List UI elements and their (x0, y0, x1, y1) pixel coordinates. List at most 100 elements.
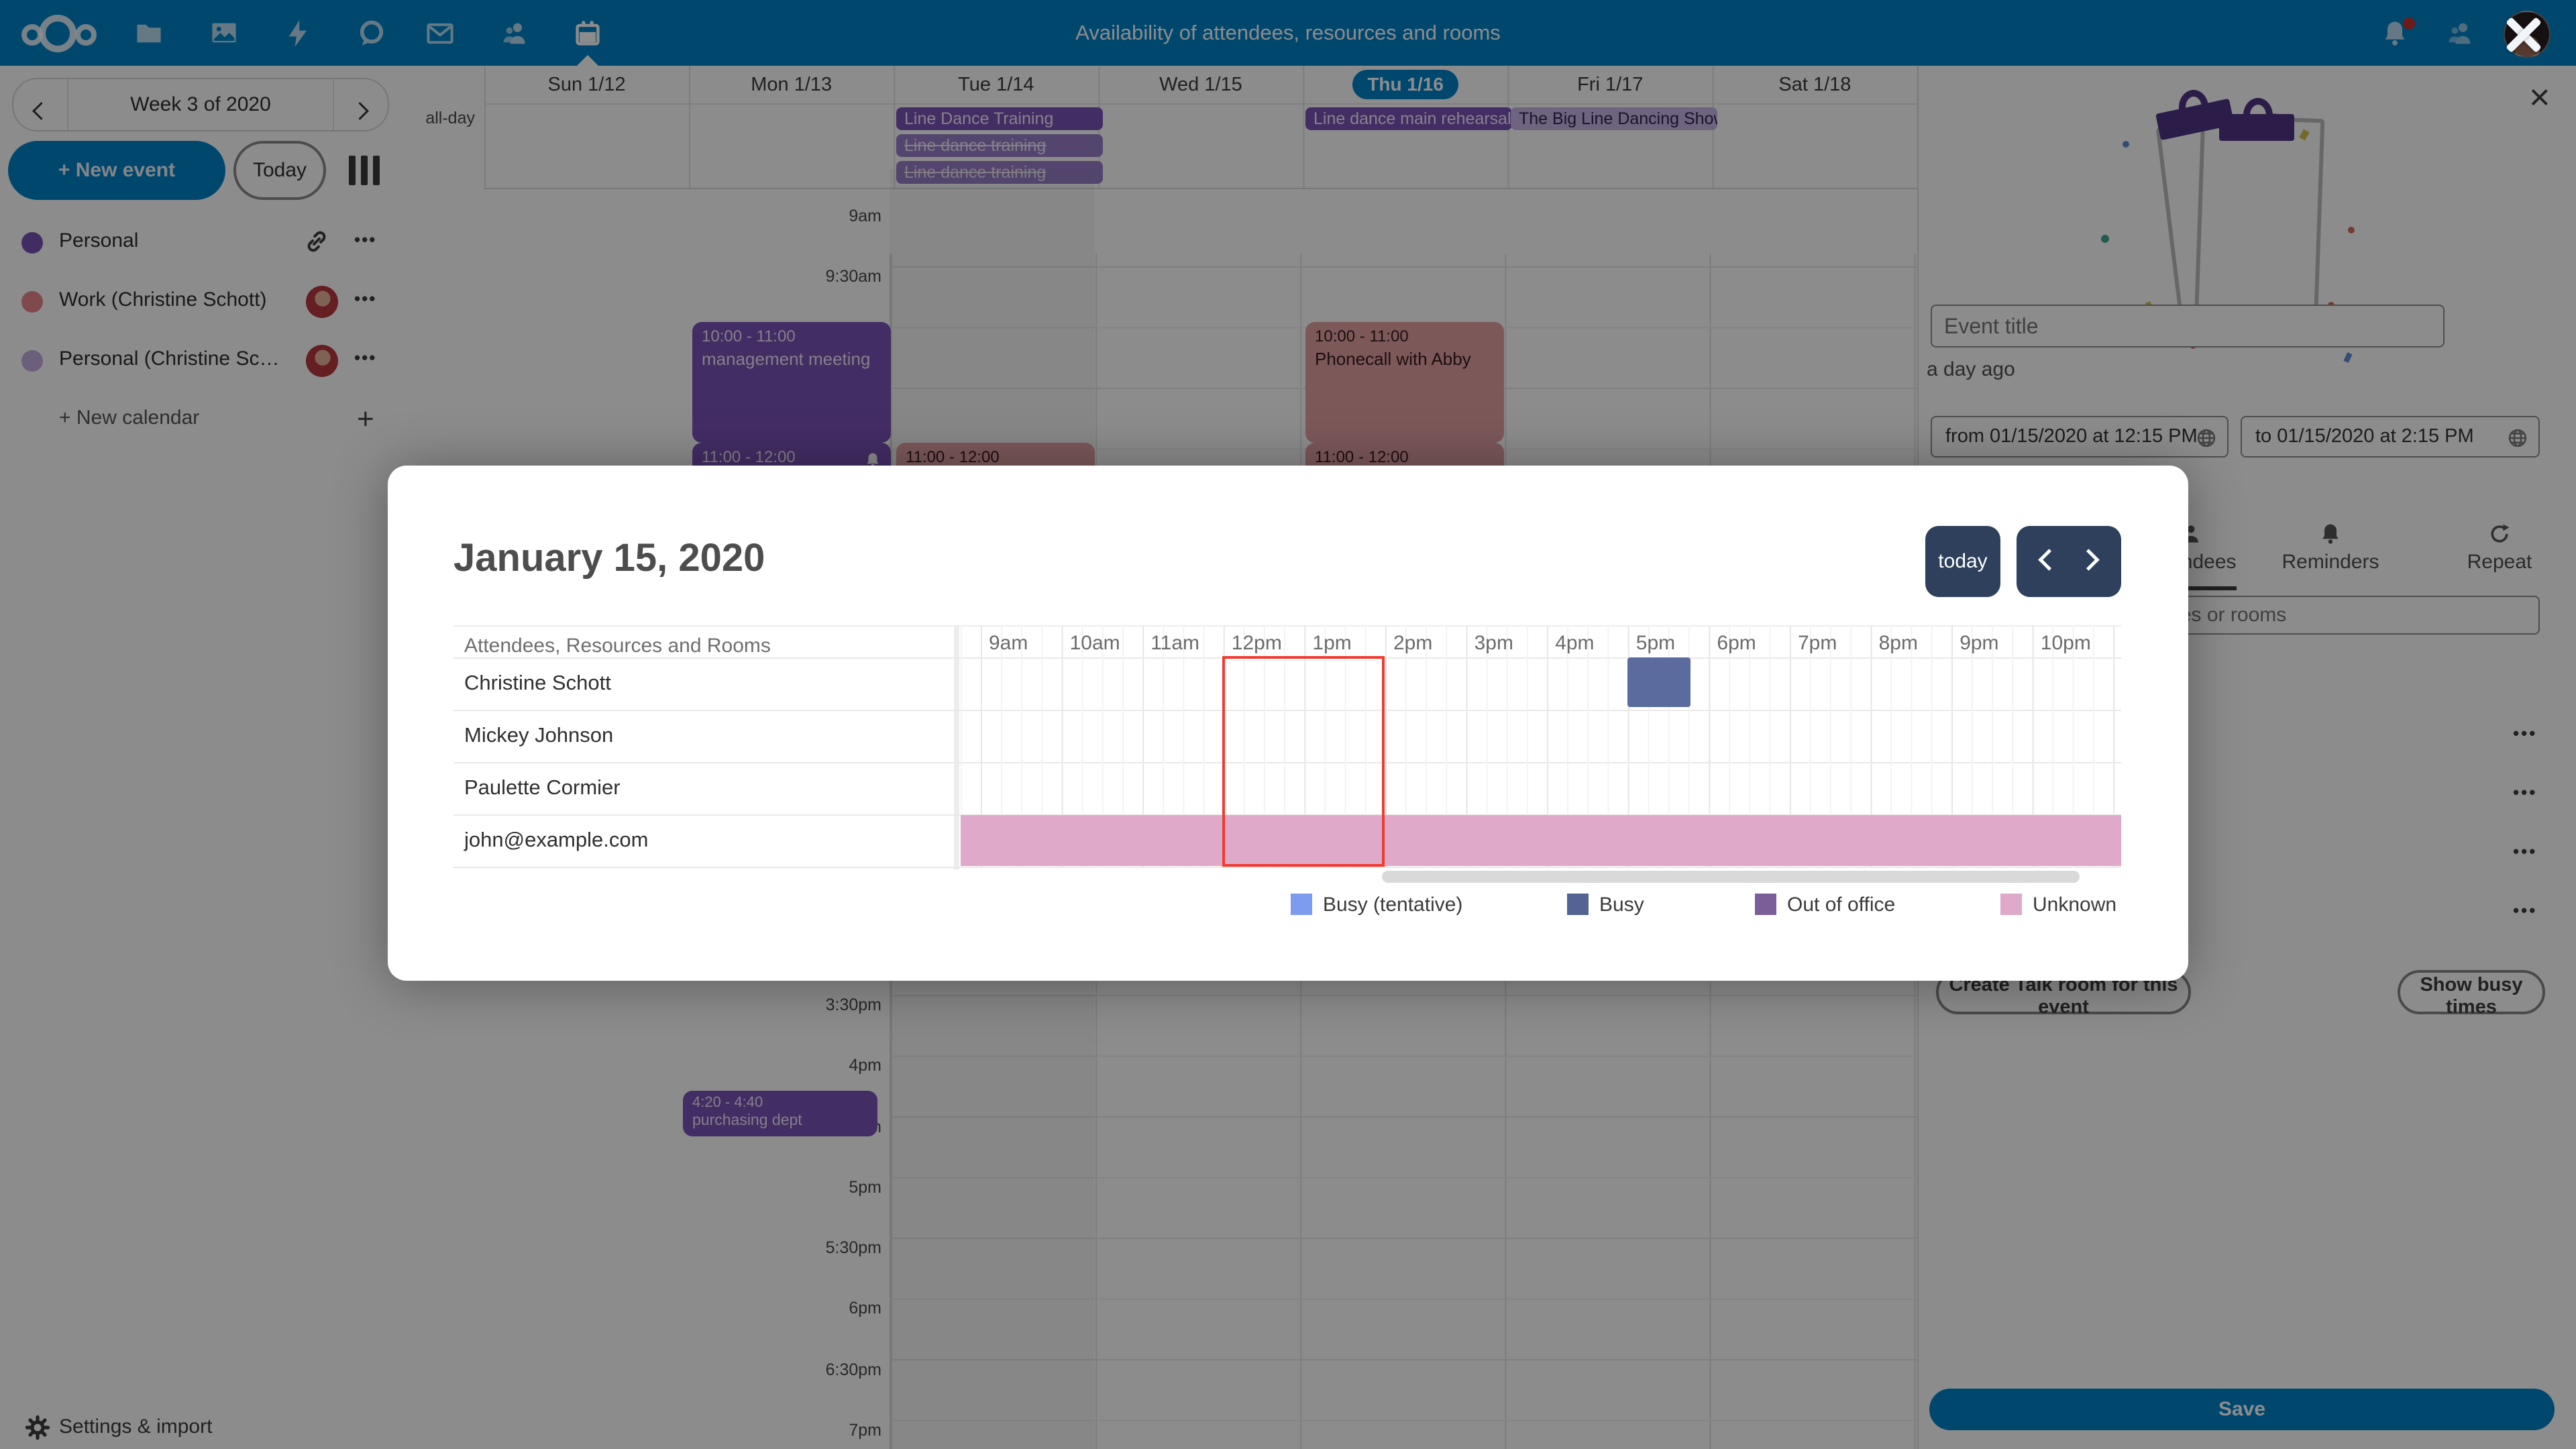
hour-label: 11am (1150, 632, 1200, 654)
day-header[interactable]: Tue 1/14 (958, 74, 1034, 95)
talk-icon[interactable] (357, 19, 386, 48)
selected-timerange-outline (1222, 656, 1385, 867)
legend-swatch (1291, 894, 1312, 915)
hour-label: 9am (989, 632, 1028, 654)
owner-avatar (306, 345, 338, 377)
event-phonecall-with-abby[interactable]: 10:00 - 11:00 Phonecall with Abby (1305, 322, 1504, 443)
legend-swatch (1567, 894, 1589, 915)
mail-icon[interactable] (425, 19, 455, 48)
hour-label: 10pm (2040, 632, 2091, 654)
column-divider (954, 625, 959, 869)
attendees-column-header: Attendees, Resources and Rooms (464, 635, 771, 657)
hour-label: 12pm (1231, 632, 1282, 654)
all-day-event-cancelled[interactable]: Line dance training (896, 161, 1103, 184)
files-icon[interactable] (134, 19, 164, 48)
today-button[interactable]: Today (233, 141, 326, 200)
time-label: 6pm (849, 1299, 881, 1318)
last-modified-text: a day ago (1927, 358, 2015, 380)
modal-today-button[interactable]: today (1925, 526, 2000, 597)
attendee-actions-icon[interactable]: ••• (2513, 900, 2538, 920)
photos-icon[interactable] (209, 19, 239, 48)
calendar-list-item-personal-christine[interactable]: Personal (Christine Schott) ••• (0, 335, 405, 386)
hour-label: 9pm (1960, 632, 1999, 654)
hour-label: 4pm (1555, 632, 1595, 654)
gear-icon (24, 1414, 51, 1446)
availability-modal: January 15, 2020 today Attendees, Resour… (388, 466, 2188, 981)
calendar-color-dot (21, 350, 43, 372)
contacts-menu-icon[interactable] (2445, 19, 2474, 48)
attendee-actions-icon[interactable]: ••• (2513, 782, 2538, 802)
tab-repeat[interactable]: Repeat (2426, 522, 2573, 574)
nextcloud-logo[interactable] (21, 15, 97, 52)
modal-prev-next-buttons[interactable] (2017, 526, 2121, 597)
unknown-availability-block (961, 815, 2121, 866)
new-event-button[interactable]: + New event (8, 141, 225, 200)
owner-avatar (306, 286, 338, 318)
day-header[interactable]: Wed 1/15 (1159, 74, 1242, 95)
hour-label: 8pm (1878, 632, 1918, 654)
calendar-list-item-personal[interactable]: Personal ••• (0, 217, 405, 268)
view-switcher-icon[interactable] (349, 156, 380, 185)
all-day-event[interactable]: The Big Line Dancing Show (1511, 107, 1717, 130)
attendee-row-name: Mickey Johnson (464, 723, 614, 747)
activity-icon[interactable] (283, 19, 313, 48)
horizontal-scrollbar[interactable] (1382, 871, 2080, 883)
attendee-actions-icon[interactable]: ••• (2513, 841, 2538, 861)
week-label[interactable]: Week 3 of 2020 (130, 93, 271, 115)
hour-label: 5pm (1635, 632, 1676, 654)
tab-reminders[interactable]: Reminders (2257, 522, 2404, 574)
plus-icon: + (357, 402, 374, 435)
next-day-icon (2078, 549, 2100, 571)
week-navigation: Week 3 of 2020 (12, 78, 389, 131)
new-calendar-item[interactable]: + New calendar + (59, 402, 374, 435)
time-label: 5pm (849, 1178, 881, 1197)
notification-badge (2403, 17, 2415, 30)
event-purchasing-dept[interactable]: 4:20 - 4:40 purchasing dept (683, 1091, 877, 1136)
close-icon[interactable]: × (2529, 77, 2551, 117)
share-link-icon[interactable] (303, 228, 330, 260)
legend-swatch (1755, 894, 1776, 915)
calendar-icon[interactable] (573, 19, 602, 48)
event-title-input[interactable] (1931, 305, 2445, 347)
contacts-icon[interactable] (499, 19, 529, 48)
all-day-event-cancelled[interactable]: Line dance training (896, 134, 1103, 157)
hour-label: 10am (1069, 632, 1120, 654)
attendee-row-name: Christine Schott (464, 671, 611, 694)
notifications-bell-icon[interactable] (2380, 19, 2410, 48)
busy-block (1627, 657, 1690, 707)
day-header[interactable]: Fri 1/17 (1577, 74, 1644, 95)
active-tab-underline (2145, 586, 2237, 590)
show-busy-times-button[interactable]: Show busy times (2398, 970, 2545, 1018)
calendar-actions-icon[interactable]: ••• (354, 347, 377, 368)
time-label: 4pm (849, 1056, 881, 1075)
attendee-actions-icon[interactable]: ••• (2513, 723, 2538, 743)
all-day-label: all-day (425, 109, 475, 127)
calendar-actions-icon[interactable]: ••• (354, 288, 377, 309)
to-datetime-field[interactable]: to 01/15/2020 at 2:15 PM (2241, 416, 2540, 458)
day-header[interactable]: Mon 1/13 (751, 74, 833, 95)
calendar-list-item-work[interactable]: Work (Christine Schott) ••• (0, 276, 405, 327)
event-management-meeting[interactable]: 10:00 - 11:00 management meeting (692, 322, 891, 443)
settings-and-import[interactable]: Settings & import (0, 1410, 405, 1449)
attendee-row-name: john@example.com (464, 828, 649, 851)
cursor-x-icon (2498, 9, 2549, 60)
calendar-actions-icon[interactable]: ••• (354, 229, 377, 250)
legend-swatch (2000, 894, 2022, 915)
reminders-bell-icon (2257, 522, 2404, 549)
day-header-active[interactable]: Thu 1/16 (1303, 66, 1508, 107)
time-label: 5:30pm (825, 1238, 881, 1257)
active-app-indicator (577, 55, 598, 66)
all-day-event[interactable]: Line Dance Training (896, 107, 1103, 130)
hour-label: 7pm (1798, 632, 1837, 654)
day-header[interactable]: Sat 1/18 (1778, 74, 1851, 95)
all-day-event[interactable]: Line dance main rehearsal (1305, 107, 1512, 130)
all-day-row: Line Dance Training Line dance training … (484, 103, 1917, 189)
attendee-row-name: Paulette Cormier (464, 775, 621, 799)
time-label: 6:30pm (825, 1360, 881, 1379)
from-datetime-field[interactable]: from 01/15/2020 at 12:15 PM (1931, 416, 2229, 458)
event-editor-panel: × a day ago from 01/15/2020 at 12 (1917, 66, 2576, 1449)
day-header[interactable]: Sun 1/12 (547, 74, 626, 95)
save-button[interactable]: Save (1929, 1389, 2555, 1430)
modal-date-title: January 15, 2020 (453, 536, 765, 580)
